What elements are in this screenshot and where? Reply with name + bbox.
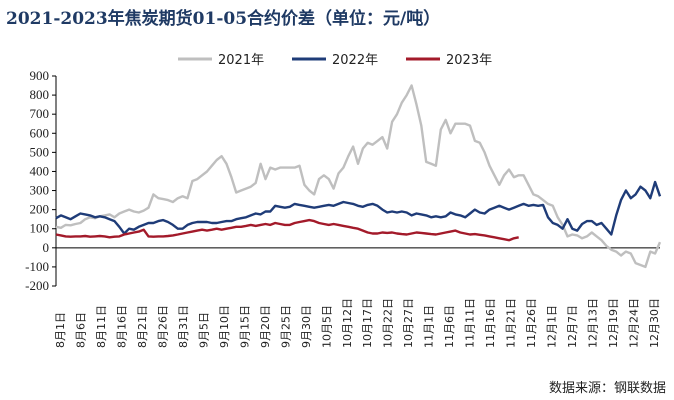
x-tick-label: 12月1日 [546,305,559,348]
y-tick-label: 0 [43,240,50,255]
x-tick-label: 9月15日 [238,305,251,348]
x-tick-label: 11月16日 [484,298,497,348]
series-line-2021年 [55,84,662,269]
y-tick-label: 200 [30,202,50,217]
x-tick-label: 11月21日 [505,298,518,348]
y-tick-label: 100 [30,221,50,236]
x-tick-label: 8月31日 [177,305,190,348]
x-tick-label: 9月10日 [218,305,231,348]
source-note: 数据来源：钢联数据 [548,381,666,396]
x-tick-label: 9月25日 [279,305,292,348]
y-tick-label: 600 [30,125,50,140]
x-tick-label: 8月6日 [74,312,87,348]
x-tick-label: 11月6日 [443,305,456,348]
legend-label: 2023年 [446,53,492,68]
y-tick-label: 700 [30,106,50,121]
x-tick-label: 9月5日 [197,312,210,348]
y-tick-label: 900 [30,68,50,83]
y-tick-label: 300 [30,183,50,198]
x-tick-label: 10月5日 [320,305,333,348]
x-tick-label: 10月22日 [382,298,395,348]
series-line-2022年 [55,180,662,236]
legend-label: 2021年 [218,53,264,68]
x-tick-label: 11月26日 [525,298,538,348]
x-tick-label: 8月11日 [95,305,108,348]
y-tick-label: 800 [30,87,50,102]
series-line-2023年 [55,218,519,242]
x-tick-label: 12月13日 [587,298,600,348]
y-tick-label: -200 [25,278,49,293]
x-tick-label: 12月30日 [648,298,661,348]
x-tick-label: 12月19日 [607,298,620,348]
y-tick-label: -100 [25,259,49,274]
x-tick-label: 8月16日 [115,305,128,348]
x-tick-label: 8月21日 [136,305,149,348]
x-tick-label: 8月26日 [156,305,169,348]
x-tick-label: 9月20日 [259,305,272,348]
x-tick-label: 8月1日 [54,312,67,348]
x-tick-label: 9月30日 [300,305,313,348]
x-tick-label: 12月7日 [566,305,579,348]
x-tick-label: 10月17日 [361,298,374,348]
x-tick-label: 11月1日 [423,305,436,348]
x-tick-label: 12月24日 [628,298,641,348]
y-tick-label: 500 [30,144,50,159]
x-tick-label: 10月27日 [402,298,415,348]
x-tick-label: 11月11日 [464,298,477,348]
y-tick-label: 400 [30,163,50,178]
x-tick-label: 10月12日 [341,298,354,348]
legend-label: 2022年 [332,53,378,68]
chart-title: 2021-2023年焦炭期货01-05合约价差（单位：元/吨） [6,9,441,29]
